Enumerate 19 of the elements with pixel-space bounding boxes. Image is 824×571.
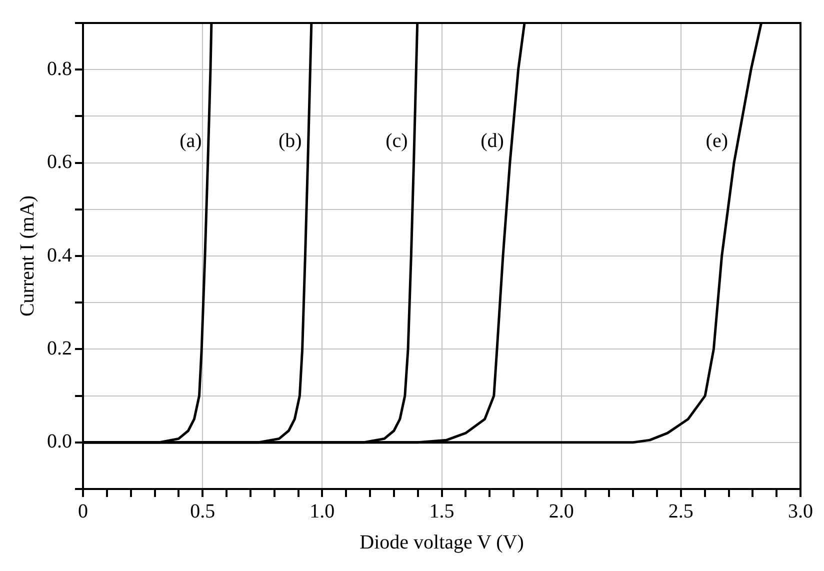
y-axis-title: Current I (mA) xyxy=(16,195,38,317)
x-tick-label: 2.0 xyxy=(548,500,574,522)
y-tick-label: 0.8 xyxy=(47,58,72,80)
x-tick-label: 1.5 xyxy=(429,500,454,522)
series-label: (b) xyxy=(278,130,302,152)
y-tick-label: 0.4 xyxy=(47,244,72,266)
y-tick-label: 0.0 xyxy=(47,430,72,453)
x-axis-title: Diode voltage V (V) xyxy=(360,531,524,554)
series-label: (d) xyxy=(480,130,504,152)
series-label: (e) xyxy=(706,130,728,152)
series-label: (a) xyxy=(180,130,202,152)
x-tick-label: 0 xyxy=(78,500,88,522)
y-tick-label: 0.6 xyxy=(47,151,72,174)
x-tick-label: 2.5 xyxy=(668,500,694,522)
x-tick-label: 3.0 xyxy=(788,500,813,522)
y-tick-label: 0.2 xyxy=(47,337,72,360)
x-tick-label: 1.0 xyxy=(310,500,335,522)
series-label: (c) xyxy=(386,130,408,152)
x-tick-label: 0.5 xyxy=(190,500,216,522)
